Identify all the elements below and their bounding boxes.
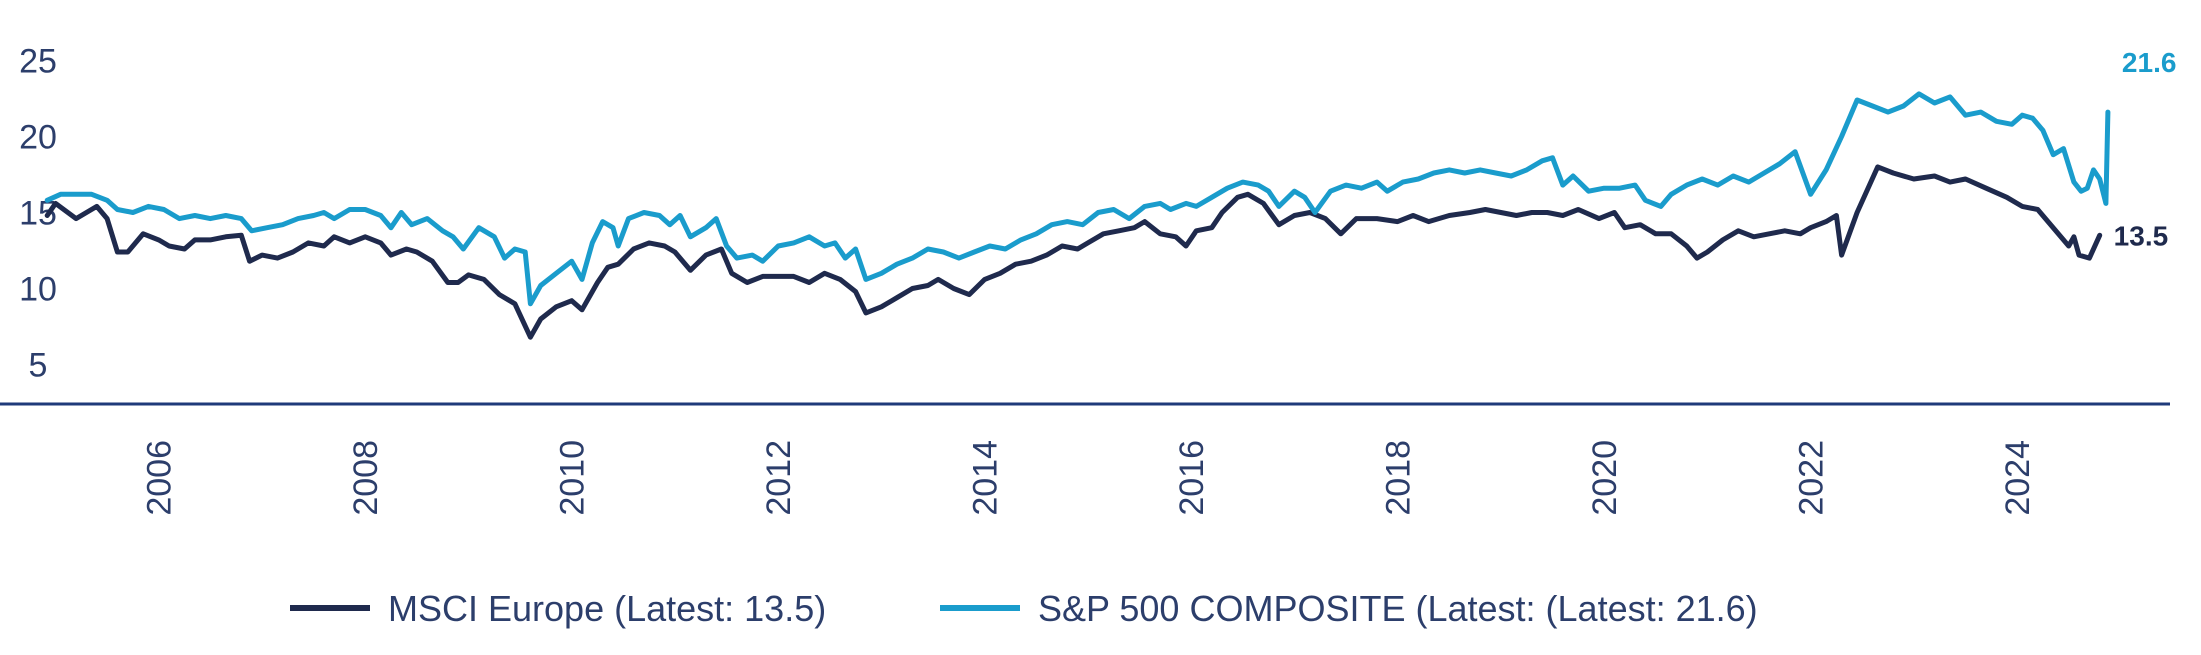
x-tick-label: 2006 [141,440,179,516]
series-line-0 [44,164,2103,340]
x-tick-label: 2014 [967,440,1005,516]
y-tick-label: 5 [29,347,48,385]
x-tick-label: 2018 [1380,440,1418,516]
x-tick-label: 2012 [760,440,798,516]
x-tick-label: 2024 [1999,440,2037,516]
legend: MSCI Europe (Latest: 13.5) S&P 500 COMPOS… [290,588,1758,629]
series-end-label-1: 21.6 [2122,47,2177,78]
series-line-1 [44,91,2111,307]
y-tick-label: 10 [19,271,57,309]
y-tick-label: 20 [19,118,57,156]
x-tick-label: 2008 [347,440,385,516]
y-tick-label: 25 [19,42,57,80]
x-axis-ticks: 2006 2008 2010 2012 2014 2016 2018 2020 2022 2024 [141,440,2037,516]
legend-label-1: S&P 500 COMPOSITE (Latest: (Latest: 21.6… [1038,588,1758,629]
series-end-labels: 13.5 21.6 [2114,47,2177,251]
legend-label-0: MSCI Europe (Latest: 13.5) [388,588,826,629]
x-tick-label: 2020 [1586,440,1624,516]
series-lines [44,91,2111,340]
x-tick-label: 2016 [1173,440,1211,516]
x-tick-label: 2010 [554,440,592,516]
series-end-label-0: 13.5 [2114,220,2169,251]
x-tick-label: 2022 [1793,440,1831,516]
